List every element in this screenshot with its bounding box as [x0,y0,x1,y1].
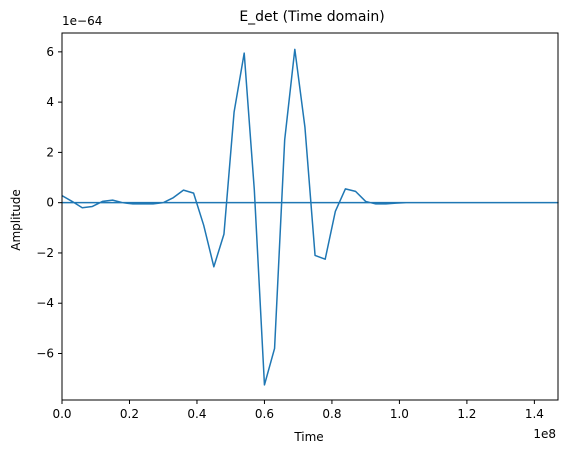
x-axis-offset-label: 1e8 [533,427,556,441]
plot-area [61,48,559,386]
x-tick-label: 1.4 [525,407,544,421]
y-tick-label: 0 [46,196,54,210]
series-line [61,48,559,386]
x-tick-label: 1.0 [390,407,409,421]
x-tick-label: 0.0 [52,407,71,421]
y-tick-label: −6 [36,346,54,360]
x-tick-label: 0.4 [187,407,206,421]
axes-frame [61,32,559,401]
x-tick-label: 0.6 [255,407,274,421]
chart-title: E_det (Time domain) [239,9,384,25]
axes: 0.0 0.2 0.4 0.6 0.8 1.0 1.2 1.4 −6 −4 −2 0 2 4 6 [36,32,559,421]
x-tick-label: 1.2 [457,407,476,421]
y-tick-label: 4 [46,95,54,109]
y-tick-label: −4 [36,296,54,310]
x-axis-label: Time [293,430,323,444]
x-tick-label: 0.8 [322,407,341,421]
x-tick-label: 0.2 [120,407,139,421]
y-tick-label: 2 [46,145,54,159]
y-tick-label: −2 [36,246,54,260]
y-axis-offset-label: 1e−64 [62,14,102,28]
y-axis-label: Amplitude [9,189,23,251]
y-tick-label: 6 [46,45,54,59]
